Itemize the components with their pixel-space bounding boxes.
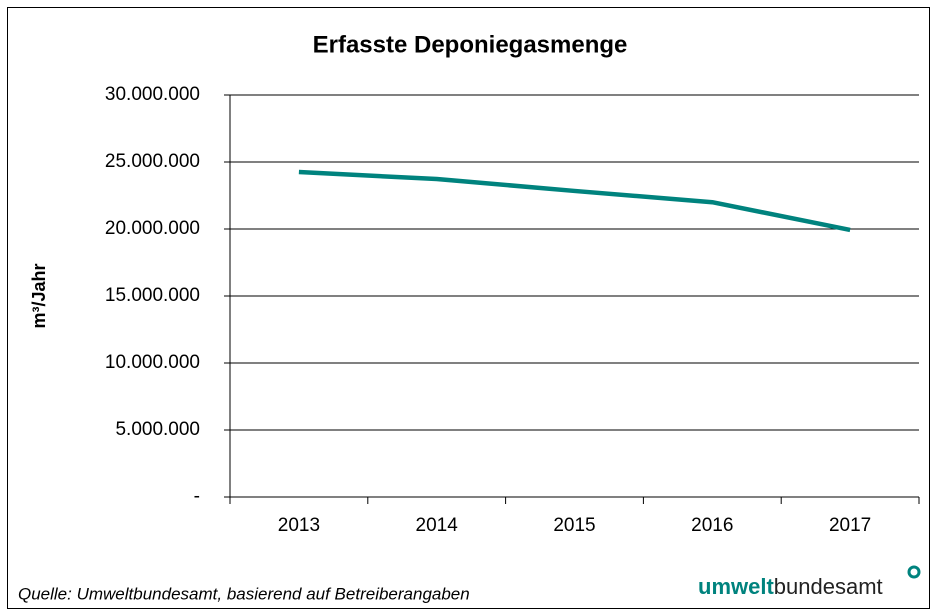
x-tick-label: 2015 [553, 515, 595, 536]
y-tick-label: 10.000.000 [105, 352, 200, 373]
y-tick-label: - [194, 486, 200, 507]
y-tick-label: 25.000.000 [105, 151, 200, 172]
source-note: Quelle: Umweltbundesamt, basierend auf B… [18, 584, 470, 603]
x-tick-label: 2016 [691, 515, 733, 536]
logo-bold: umwelt [698, 574, 774, 599]
data-line [298, 169, 851, 233]
y-tick-label: 20.000.000 [105, 218, 200, 239]
y-tick-label: 5.000.000 [115, 419, 200, 440]
x-tick-label: 2017 [829, 515, 871, 536]
logo: umweltbundesamt [698, 574, 883, 599]
chart-title: Erfasste Deponiegasmenge [313, 31, 628, 58]
y-tick-label: 30.000.000 [105, 84, 200, 105]
logo-mark [907, 565, 921, 579]
logo-regular: bundesamt [774, 574, 883, 599]
x-tick-label: 2014 [416, 515, 459, 536]
chart-frame [7, 7, 930, 609]
x-tick-label: 2013 [278, 515, 320, 536]
y-axis-label: m³/Jahr [29, 263, 49, 328]
y-tick-label: 15.000.000 [105, 285, 200, 306]
